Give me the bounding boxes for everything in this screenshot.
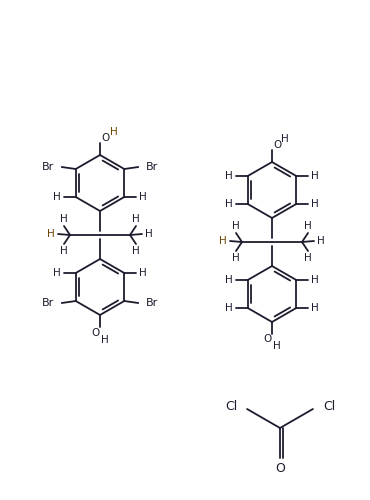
Text: H: H	[60, 246, 68, 256]
Text: Br: Br	[42, 162, 54, 172]
Text: H: H	[317, 236, 325, 246]
Text: H: H	[232, 253, 240, 263]
Text: H: H	[101, 335, 109, 345]
Text: H: H	[225, 275, 233, 285]
Text: O: O	[102, 133, 110, 143]
Text: H: H	[53, 192, 61, 202]
Text: H: H	[232, 221, 240, 231]
Text: H: H	[110, 127, 118, 137]
Text: H: H	[281, 134, 289, 144]
Text: H: H	[312, 303, 319, 313]
Text: H: H	[53, 268, 61, 278]
Text: Cl: Cl	[323, 400, 335, 413]
Text: H: H	[139, 192, 147, 202]
Text: H: H	[304, 253, 312, 263]
Text: H: H	[225, 303, 233, 313]
Text: H: H	[132, 214, 140, 224]
Text: Br: Br	[146, 162, 158, 172]
Text: H: H	[225, 199, 233, 209]
Text: O: O	[273, 140, 281, 150]
Text: H: H	[273, 341, 281, 351]
Text: H: H	[139, 268, 147, 278]
Text: O: O	[263, 334, 271, 344]
Text: H: H	[312, 199, 319, 209]
Text: O: O	[275, 462, 285, 474]
Text: H: H	[145, 229, 153, 239]
Text: H: H	[312, 171, 319, 181]
Text: H: H	[47, 229, 55, 239]
Text: H: H	[225, 171, 233, 181]
Text: H: H	[219, 236, 227, 246]
Text: Br: Br	[42, 298, 54, 308]
Text: H: H	[312, 275, 319, 285]
Text: Cl: Cl	[225, 400, 237, 413]
Text: O: O	[91, 328, 99, 338]
Text: H: H	[132, 246, 140, 256]
Text: H: H	[60, 214, 68, 224]
Text: H: H	[304, 221, 312, 231]
Text: Br: Br	[146, 298, 158, 308]
